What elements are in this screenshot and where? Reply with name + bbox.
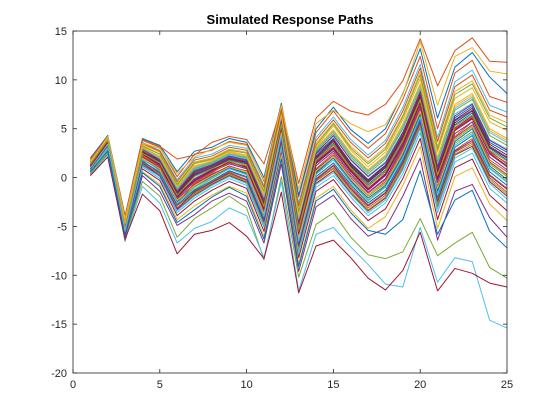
x-tick-label: 15	[327, 379, 339, 391]
series-line-13	[89, 63, 508, 221]
x-tick-label: 20	[414, 379, 426, 391]
plot-area-frame	[72, 30, 508, 374]
y-tick-label: 15	[55, 26, 67, 38]
x-tick-label: 10	[240, 379, 252, 391]
y-tick-label: 0	[61, 173, 67, 185]
series-layer	[89, 37, 508, 329]
series-line-33	[89, 125, 508, 250]
y-tick-label: -5	[57, 221, 67, 233]
series-line-46	[89, 121, 508, 247]
axes-layer: 0 5 10 15 20 25 -20 -15 -10 -5 0 5 10 15	[51, 26, 513, 391]
series-line-20	[89, 132, 508, 255]
series-line-36	[89, 48, 508, 217]
x-tick-label: 5	[157, 379, 163, 391]
x-tick-label: 25	[501, 379, 513, 391]
series-line-40	[89, 152, 508, 279]
series-line-42	[89, 156, 508, 294]
y-tick-label: -10	[51, 270, 67, 282]
series-line-38	[89, 41, 508, 220]
series-line-26	[89, 74, 508, 224]
series-line-23	[89, 55, 508, 219]
y-tick-label: 5	[61, 124, 67, 136]
chart-title: Simulated Response Paths	[207, 12, 374, 27]
series-line-47	[89, 98, 508, 229]
y-tick-label: 10	[55, 75, 67, 87]
x-tick-label: 0	[70, 379, 76, 391]
series-line-48	[89, 116, 508, 242]
y-tick-label: -20	[51, 368, 67, 380]
series-line-35	[89, 102, 508, 234]
series-line-39	[89, 153, 508, 272]
series-line-14	[89, 137, 508, 259]
y-tick-label: -15	[51, 319, 67, 331]
series-line-45	[89, 83, 508, 224]
series-line-32	[89, 91, 508, 226]
series-line-43	[89, 150, 508, 267]
series-line-30	[89, 67, 508, 222]
series-line-44	[89, 99, 508, 232]
series-line-37	[89, 37, 508, 218]
